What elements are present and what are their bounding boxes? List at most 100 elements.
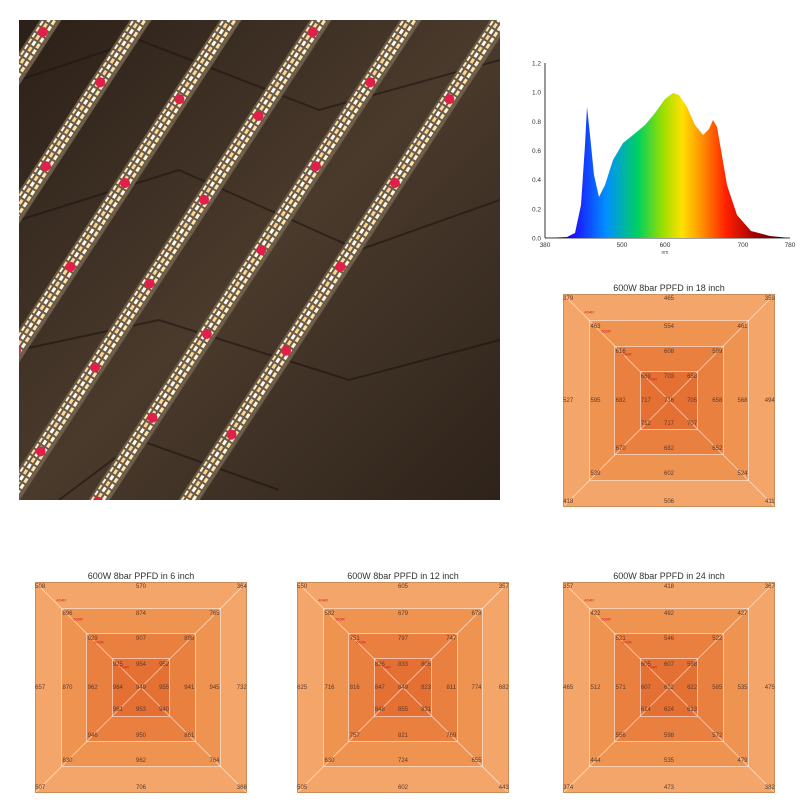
ppfd-value: 507 bbox=[35, 784, 46, 791]
y-tick-label: 0.4 bbox=[532, 177, 541, 184]
ppfd-value: 929 bbox=[87, 636, 98, 643]
led-bar bbox=[19, 20, 95, 500]
ppfd-value: 724 bbox=[397, 757, 409, 764]
ppfd-value: 382 bbox=[764, 784, 775, 791]
ppfd-value: 705 bbox=[687, 397, 698, 404]
ppfd-value: 506 bbox=[663, 498, 675, 505]
ppfd-value: 658 bbox=[712, 397, 723, 404]
ppfd-value: 595 bbox=[590, 397, 601, 404]
ppfd-center-value: 849 bbox=[397, 684, 409, 691]
red-led-dot bbox=[256, 245, 267, 256]
ppfd-center-value: 622 bbox=[663, 684, 675, 691]
red-led-dot bbox=[201, 328, 212, 339]
ppfd-value: 539 bbox=[590, 471, 601, 478]
ppfd-zone-legend: 704R bbox=[381, 664, 391, 670]
ppfd-value: 475 bbox=[764, 684, 775, 691]
ppfd-zone-legend: 563R bbox=[73, 616, 83, 622]
ppfd-zone-legend: 404R bbox=[584, 597, 594, 603]
ppfd-grid: 550 605 357 682 443 602 505 625 582 679 678 774 655 7… bbox=[297, 582, 509, 793]
ppfd-value: 805 bbox=[421, 661, 432, 668]
x-tick-label: 600 bbox=[660, 242, 671, 249]
ppfd-value: 422 bbox=[590, 611, 601, 618]
ppfd-zone-legend: 704R bbox=[647, 664, 657, 670]
red-led-dot bbox=[444, 94, 455, 105]
ppfd-center-value: 949 bbox=[135, 684, 147, 691]
ppfd-value: 941 bbox=[184, 684, 195, 691]
ppfd-value: 679 bbox=[397, 611, 409, 618]
ppfd-value: 364 bbox=[236, 584, 247, 591]
red-led-dot bbox=[307, 26, 318, 37]
ppfd-value: 682 bbox=[615, 397, 626, 404]
ppfd-value: 418 bbox=[663, 584, 675, 591]
ppfd-zone-legend: 563R bbox=[601, 616, 611, 622]
ppfd-value: 774 bbox=[471, 684, 482, 691]
ppfd-value: 357 bbox=[563, 584, 574, 591]
ppfd-title: 600W 8bar PPFD in 24 inch bbox=[613, 571, 725, 581]
ppfd-value: 508 bbox=[35, 584, 46, 591]
ppfd-value: 465 bbox=[563, 684, 574, 691]
x-tick-label: 780 bbox=[785, 242, 796, 249]
ppfd-zone-legend: 404R bbox=[56, 597, 66, 603]
ppfd-value: 732 bbox=[236, 684, 247, 691]
ppfd-value: 816 bbox=[349, 684, 360, 691]
ppfd-value: 598 bbox=[687, 661, 698, 668]
ppfd-value: 585 bbox=[712, 684, 723, 691]
y-tick-label: 0.6 bbox=[532, 148, 541, 155]
ppfd-value: 411 bbox=[765, 498, 775, 505]
ppfd-value: 669 bbox=[640, 374, 651, 381]
ppfd-value: 527 bbox=[563, 397, 574, 404]
x-tick-label: 500 bbox=[617, 242, 628, 249]
ppfd-value: 769 bbox=[446, 732, 457, 739]
ppfd-value: 622 bbox=[687, 684, 698, 691]
ppfd-value: 374 bbox=[563, 784, 574, 791]
ppfd-value: 492 bbox=[663, 611, 675, 618]
ppfd-value: 717 bbox=[640, 397, 651, 404]
ppfd-value: 950 bbox=[135, 732, 147, 739]
ppfd-value: 655 bbox=[471, 757, 482, 764]
ppfd-zone-legend: 704R bbox=[119, 664, 129, 670]
ppfd-value: 357 bbox=[498, 584, 509, 591]
ppfd-value: 602 bbox=[397, 784, 409, 791]
ppfd-value: 953 bbox=[135, 707, 147, 714]
spectrum-curve bbox=[545, 93, 790, 238]
red-led-dot bbox=[90, 362, 101, 373]
y-tick-label: 0.0 bbox=[532, 236, 541, 243]
ppfd-diagonals bbox=[564, 583, 774, 792]
x-tick-label: 700 bbox=[738, 242, 749, 249]
ppfd-value: 571 bbox=[615, 684, 626, 691]
red-led-dot bbox=[35, 446, 46, 457]
ppfd-value: 811 bbox=[446, 684, 457, 691]
ppfd-value: 524 bbox=[737, 471, 748, 478]
red-led-dot bbox=[174, 94, 185, 105]
ppfd-value: 826 bbox=[374, 661, 385, 668]
y-tick-label: 1.0 bbox=[532, 90, 541, 97]
ppfd-value: 546 bbox=[663, 636, 675, 643]
ppfd-zone-legend: 404R bbox=[318, 597, 328, 603]
red-led-dot bbox=[40, 161, 51, 172]
spectrum-chart: 1.2 1.0 0.8 0.6 0.4 0.2 0.0 380 500 600 700 780 nm bbox=[532, 61, 796, 256]
ppfd-value: 896 bbox=[62, 611, 73, 618]
ppfd-value: 607 bbox=[640, 684, 651, 691]
led-bar bbox=[46, 20, 455, 500]
red-led-dot bbox=[65, 261, 76, 272]
ppfd-value: 630 bbox=[324, 757, 335, 764]
ppfd-diagonals bbox=[36, 583, 246, 792]
ppfd-value: 570 bbox=[135, 584, 147, 591]
led-bar bbox=[19, 20, 365, 500]
ppfd-map-24-inch: 600W 8bar PPFD in 24 inch 357 418 367 475 38… bbox=[563, 571, 775, 793]
led-bar bbox=[19, 20, 275, 500]
x-tick-label: 380 bbox=[540, 242, 551, 249]
ppfd-value: 703 bbox=[663, 374, 675, 381]
ppfd-value: 765 bbox=[209, 611, 220, 618]
ppfd-value: 870 bbox=[62, 684, 73, 691]
ppfd-value: 861 bbox=[184, 732, 195, 739]
ppfd-value: 678 bbox=[471, 611, 482, 618]
red-led-dot bbox=[37, 26, 48, 37]
ppfd-title: 600W 8bar PPFD in 6 inch bbox=[87, 571, 195, 581]
ppfd-value: 657 bbox=[35, 684, 46, 691]
ppfd-map-6-inch: 600W 8bar PPFD in 6 inch 508 570 364 732 368… bbox=[35, 571, 247, 793]
ppfd-value: 717 bbox=[663, 420, 675, 427]
ppfd-zone-legend: 704R bbox=[647, 376, 657, 382]
ppfd-value: 614 bbox=[640, 707, 651, 714]
ppfd-value: 535 bbox=[737, 684, 748, 691]
